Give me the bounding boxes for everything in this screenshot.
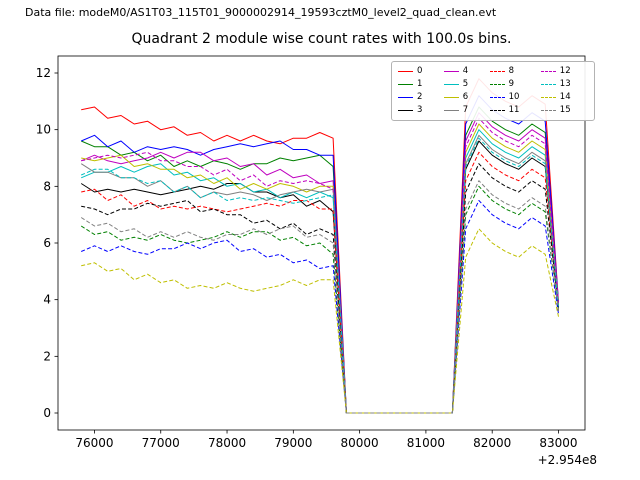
legend-item-label: 10 — [508, 92, 520, 102]
legend-item-label: 14 — [559, 92, 571, 102]
y-tick-label: 2 — [43, 349, 51, 363]
legend-item-label: 12 — [559, 66, 571, 76]
series-line-15 — [80, 180, 559, 414]
legend-item-2: 2 — [398, 91, 440, 104]
chart-title: Quadrant 2 module wise count rates with … — [131, 31, 512, 47]
legend-line-sample — [398, 84, 413, 85]
legend-item-label: 4 — [462, 66, 469, 76]
series-line-5 — [81, 129, 559, 414]
y-tick-label: 4 — [43, 293, 51, 307]
x-tick-label: 80000 — [341, 436, 379, 450]
legend-item-label: 15 — [559, 105, 571, 115]
series-line-10 — [81, 200, 559, 414]
legend-item-6: 6 — [443, 91, 486, 104]
legend-item-3: 3 — [398, 104, 440, 117]
legend-line-sample — [540, 71, 556, 72]
legend-item-0: 0 — [398, 65, 440, 78]
series-line-3 — [80, 140, 559, 414]
legend-item-4: 4 — [443, 65, 486, 78]
series-line-14 — [81, 228, 559, 414]
legend-item-8: 8 — [489, 65, 537, 78]
legend-item-label: 3 — [417, 105, 423, 115]
legend-item-label: 9 — [508, 79, 515, 89]
x-tick-label: 77000 — [142, 436, 180, 450]
x-tick-label: 82000 — [473, 436, 511, 450]
x-tick-label: 78000 — [208, 436, 246, 450]
x-axis-offset-label: +2.954e8 — [538, 453, 597, 467]
series-line-11 — [81, 163, 559, 414]
x-tick-label: 81000 — [407, 436, 445, 450]
legend-item-label: 2 — [417, 92, 423, 102]
legend-item-11: 11 — [489, 104, 537, 117]
legend-line-sample — [398, 71, 413, 72]
series-line-13 — [81, 137, 559, 414]
legend-item-label: 13 — [559, 79, 571, 89]
y-tick-label: 10 — [36, 123, 51, 137]
legend-line-sample — [489, 97, 505, 98]
y-tick-label: 8 — [43, 179, 51, 193]
legend-item-label: 11 — [508, 105, 520, 115]
series-line-1 — [81, 106, 559, 414]
series-line-6 — [81, 123, 559, 414]
legend-line-sample — [443, 97, 459, 98]
legend-item-13: 13 — [540, 78, 588, 91]
y-tick-label: 6 — [43, 236, 51, 250]
legend-item-label: 1 — [417, 79, 423, 89]
series-line-8 — [81, 151, 559, 414]
legend-item-15: 15 — [540, 104, 588, 117]
data-file-label: Data file: modeM0/AS1T03_115T01_90000029… — [25, 6, 497, 19]
series-line-4 — [81, 112, 559, 414]
legend-item-5: 5 — [443, 78, 486, 91]
legend-item-7: 7 — [443, 104, 486, 117]
legend-line-sample — [443, 71, 459, 72]
x-tick-label: 76000 — [75, 436, 113, 450]
legend-line-sample — [443, 110, 459, 111]
legend-item-10: 10 — [489, 91, 537, 104]
legend-item-14: 14 — [540, 91, 588, 104]
y-tick-label: 0 — [43, 406, 51, 420]
legend: 0 1 2 3 4 5 6 7 8 9 10 11 12 13 14 15 — [391, 61, 595, 121]
legend-line-sample — [540, 97, 556, 98]
legend-item-1: 1 — [398, 78, 440, 91]
legend-line-sample — [540, 110, 556, 111]
legend-item-label: 6 — [462, 92, 469, 102]
legend-item-label: 7 — [462, 105, 469, 115]
legend-item-label: 0 — [417, 66, 423, 76]
legend-item-label: 8 — [508, 66, 515, 76]
legend-item-12: 12 — [540, 65, 588, 78]
series-line-12 — [81, 117, 559, 414]
legend-line-sample — [489, 71, 505, 72]
series-line-9 — [80, 185, 559, 414]
legend-item-9: 9 — [489, 78, 537, 91]
legend-item-label: 5 — [462, 79, 469, 89]
series-line-0 — [81, 78, 559, 414]
y-tick-label: 12 — [36, 66, 51, 80]
legend-line-sample — [540, 84, 556, 85]
legend-line-sample — [489, 110, 505, 111]
legend-line-sample — [489, 84, 505, 85]
series-line-7 — [80, 134, 559, 414]
legend-line-sample — [398, 110, 413, 111]
legend-line-sample — [398, 97, 413, 98]
x-tick-label: 83000 — [539, 436, 577, 450]
legend-line-sample — [443, 84, 459, 85]
x-tick-label: 79000 — [274, 436, 312, 450]
